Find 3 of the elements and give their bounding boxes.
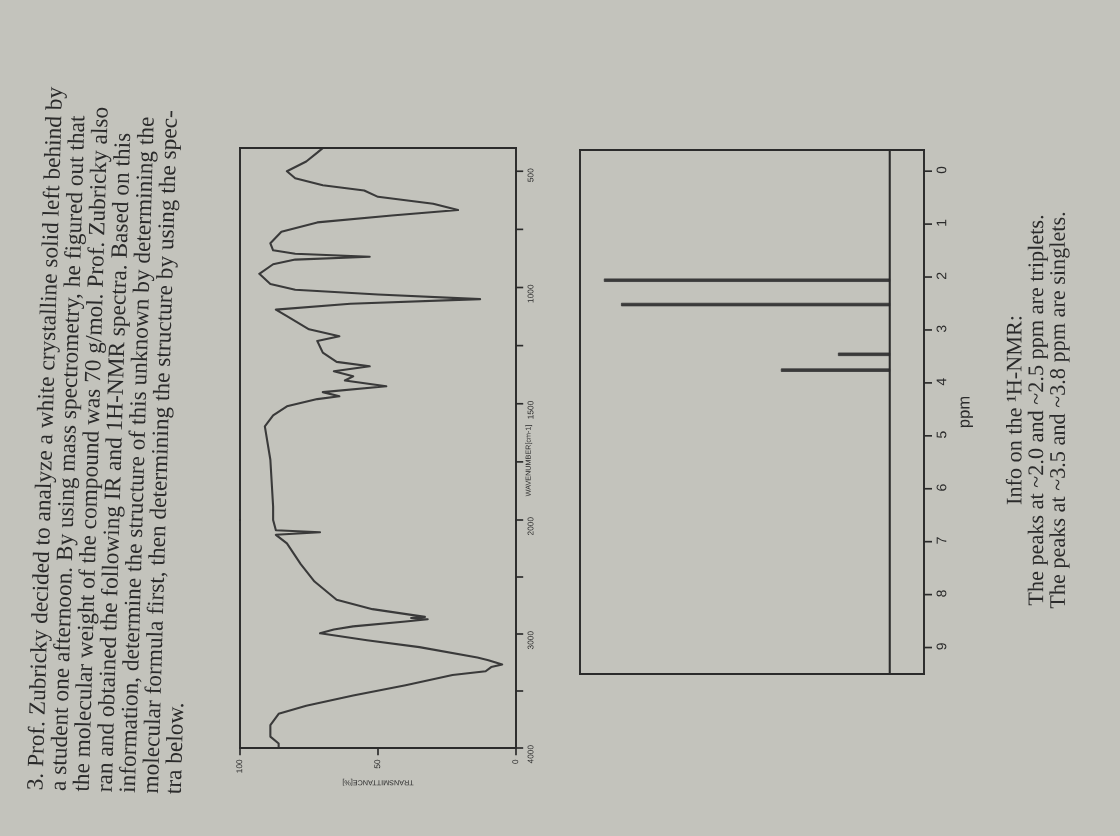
text: Info on the ¹H-NMR: The peaks at ~2.0 and ~2.5 ppm are triplets. The peaks at ~3.5 and ~3.8 ppm are singlets. — [1005, 212, 1070, 609]
text: 3. Prof. Zubricky decided to analyze a white crystalline solid left behind by a student one afternoon. By using mass spectrometry, he figured out that the molecular weight of the compound was 70 g/mol. Prof. Zubricky also ran and obtained the following IR and 1H-NMR spectra. Based on this information, determine the structure of this unknown by determining the molecular formula first, then determining the structure by using the spec- tra below. — [26, 86, 184, 795]
y-axis-title: ppm — [960, 396, 973, 428]
